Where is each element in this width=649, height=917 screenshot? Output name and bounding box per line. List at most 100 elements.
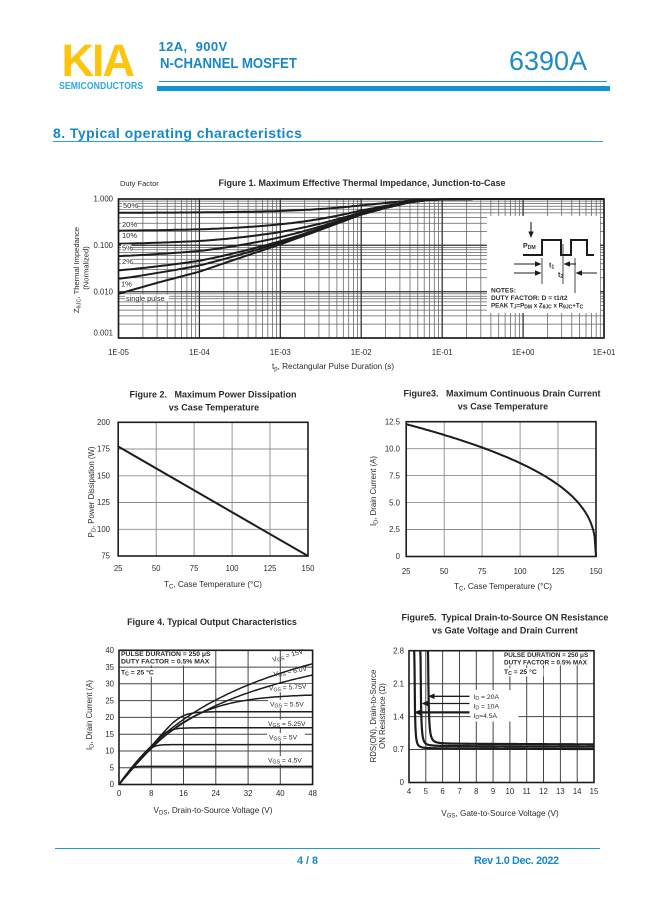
svg-text:10.0: 10.0	[385, 444, 401, 453]
svg-text:12: 12	[539, 787, 548, 796]
svg-text:25: 25	[114, 564, 123, 573]
svg-text:1E-02: 1E-02	[351, 348, 372, 357]
svg-text:vs Case Temperature: vs Case Temperature	[458, 402, 548, 412]
svg-text:30: 30	[105, 680, 114, 689]
svg-text:5%: 5%	[122, 244, 133, 253]
svg-text:DUTY FACTOR: D = t1/t2: DUTY FACTOR: D = t1/t2	[491, 295, 568, 302]
svg-text:VGS = 5.75V: VGS = 5.75V	[269, 684, 307, 694]
svg-text:ID=4.5A: ID=4.5A	[474, 713, 498, 721]
svg-text:1E-05: 1E-05	[108, 348, 129, 357]
svg-text:125: 125	[263, 564, 277, 573]
svg-text:150: 150	[301, 564, 315, 573]
svg-text:1E-04: 1E-04	[189, 348, 210, 357]
svg-text:2%: 2%	[122, 257, 133, 266]
svg-text:PDM: PDM	[523, 243, 536, 251]
svg-text:Figure 1. Maximum Effective Th: Figure 1. Maximum Effective Thermal Impe…	[218, 178, 505, 188]
svg-text:10: 10	[506, 787, 515, 796]
svg-text:20%: 20%	[122, 220, 137, 229]
svg-text:150: 150	[589, 567, 603, 576]
svg-text:VGS, Gate-to-Source Voltage (V: VGS, Gate-to-Source Voltage (V)	[441, 809, 559, 820]
svg-text:8: 8	[474, 787, 478, 796]
svg-text:0.001: 0.001	[93, 329, 113, 338]
svg-text:200: 200	[97, 418, 111, 427]
svg-text:vs Case Temperature: vs Case Temperature	[169, 403, 259, 413]
svg-text:7.5: 7.5	[389, 471, 401, 480]
svg-text:50%: 50%	[123, 201, 138, 210]
svg-text:1%: 1%	[121, 280, 132, 289]
svg-text:5: 5	[110, 763, 115, 772]
svg-text:VGS = 4.5V: VGS = 4.5V	[268, 758, 302, 766]
svg-text:Figure 4. Typical Output Chara: Figure 4. Typical Output Characteristics	[127, 617, 297, 627]
svg-text:125: 125	[97, 498, 111, 507]
svg-text:20: 20	[105, 713, 114, 722]
svg-text:75: 75	[190, 564, 199, 573]
svg-text:14: 14	[573, 787, 582, 796]
svg-text:7: 7	[457, 787, 461, 796]
svg-text:NOTES:: NOTES:	[491, 288, 516, 295]
svg-text:TC = 25 °C: TC = 25 °C	[121, 669, 154, 678]
svg-text:100: 100	[514, 567, 528, 576]
svg-text:2.8: 2.8	[393, 646, 404, 655]
svg-text:6: 6	[440, 787, 444, 796]
svg-text:PULSE DURATION = 250 μS: PULSE DURATION = 250 μS	[504, 652, 589, 659]
svg-text:2.5: 2.5	[389, 525, 401, 534]
svg-text:Duty Factor: Duty Factor	[120, 179, 159, 188]
svg-text:1.000: 1.000	[93, 195, 113, 204]
svg-text:25: 25	[105, 696, 114, 705]
svg-text:TC = 25 °C: TC = 25 °C	[504, 668, 537, 677]
svg-text:VGS = 5.25V: VGS = 5.25V	[268, 721, 306, 729]
svg-text:8: 8	[149, 789, 153, 798]
svg-text:ID, Drain Current (A): ID, Drain Current (A)	[369, 456, 379, 526]
svg-text:1E-01: 1E-01	[432, 348, 453, 357]
svg-text:TC, Case Temperature (°C): TC, Case Temperature (°C)	[454, 582, 552, 593]
svg-text:PULSE DURATION = 250 μS: PULSE DURATION = 250 μS	[121, 651, 211, 658]
svg-text:100: 100	[97, 525, 111, 534]
svg-text:ON Resistance (Ω): ON Resistance (Ω)	[378, 683, 387, 749]
svg-text:1E+00: 1E+00	[512, 348, 535, 357]
svg-text:0.010: 0.010	[93, 287, 113, 296]
svg-text:11: 11	[523, 787, 531, 796]
svg-text:15: 15	[590, 787, 599, 796]
svg-text:2.1: 2.1	[393, 679, 404, 688]
svg-text:0.7: 0.7	[393, 745, 404, 754]
svg-text:10%: 10%	[122, 231, 137, 240]
svg-text:48: 48	[308, 789, 317, 798]
svg-text:75: 75	[101, 552, 110, 561]
svg-text:VDS, Drain-to-Source Voltage (: VDS, Drain-to-Source Voltage (V)	[154, 806, 273, 817]
svg-text:16: 16	[179, 789, 188, 798]
svg-text:0: 0	[400, 778, 405, 787]
svg-text:tp, Rectangular Pulse Duration: tp, Rectangular Pulse Duration (s)	[272, 362, 394, 373]
svg-text:75: 75	[478, 567, 487, 576]
svg-text:Figure3. Maximum Continuous: Figure3. Maximum Continuous Drain Curren…	[403, 389, 600, 399]
svg-text:10: 10	[105, 747, 114, 756]
svg-text:t2: t2	[558, 272, 563, 280]
svg-text:9: 9	[491, 787, 495, 796]
svg-text:175: 175	[97, 445, 111, 454]
svg-text:40: 40	[276, 789, 285, 798]
svg-text:Figure5. Typical Drain-to-Sou: Figure5. Typical Drain-to-Source ON Resi…	[402, 613, 609, 623]
svg-text:vs Gate Voltage and Drain Curr: vs Gate Voltage and Drain Current	[432, 626, 578, 636]
svg-text:5: 5	[424, 787, 429, 796]
svg-text:1E-03: 1E-03	[270, 348, 291, 357]
svg-text:1E+01: 1E+01	[593, 348, 616, 357]
svg-text:15: 15	[105, 730, 114, 739]
svg-text:RDS(ON), Drain-to-Source: RDS(ON), Drain-to-Source	[369, 670, 378, 763]
svg-text:PD, Power Dissipation (W): PD, Power Dissipation (W)	[87, 446, 97, 537]
svg-text:0: 0	[396, 552, 401, 561]
svg-text:DUTY FACTOR = 0.5% MAX: DUTY FACTOR = 0.5% MAX	[504, 660, 588, 667]
svg-text:1.4: 1.4	[393, 712, 405, 721]
svg-text:5.0: 5.0	[389, 498, 401, 507]
svg-text:0.100: 0.100	[93, 241, 113, 250]
svg-text:TC, Case Temperature (°C): TC, Case Temperature (°C)	[164, 580, 262, 591]
svg-text:ID = 20A: ID = 20A	[474, 694, 500, 702]
svg-text:100: 100	[226, 564, 240, 573]
svg-text:25: 25	[402, 567, 411, 576]
svg-text:ZθJC, Thermal Impedance: ZθJC, Thermal Impedance	[72, 227, 82, 313]
svg-text:12.5: 12.5	[385, 417, 401, 426]
svg-text:ID, Drain Current (A): ID, Drain Current (A)	[85, 680, 95, 750]
svg-text:VGS = 5V: VGS = 5V	[269, 735, 298, 743]
svg-text:24: 24	[211, 789, 220, 798]
svg-text:ID = 10A: ID = 10A	[474, 703, 500, 711]
svg-text:VGS = 5.5V: VGS = 5.5V	[270, 702, 304, 710]
svg-text:0: 0	[117, 789, 122, 798]
